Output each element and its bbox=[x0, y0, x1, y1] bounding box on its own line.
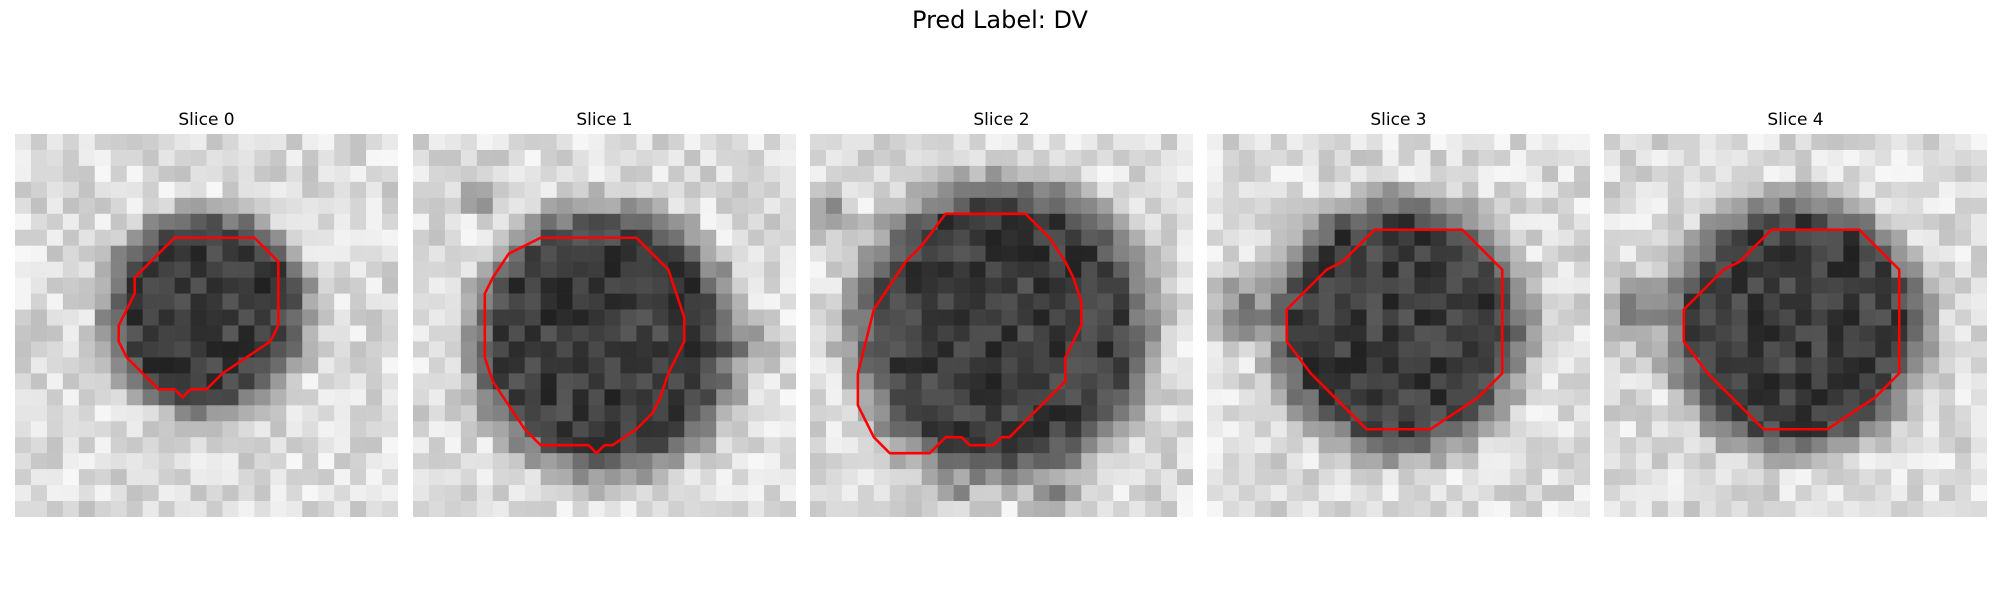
panel-title: Slice 2 bbox=[973, 110, 1030, 130]
segmentation-contour bbox=[117, 236, 280, 399]
pixel-grid bbox=[15, 134, 398, 517]
slice-image bbox=[1207, 134, 1590, 517]
panel-title: Slice 4 bbox=[1767, 110, 1824, 130]
panel-title: Slice 1 bbox=[576, 110, 633, 130]
segmentation-contour bbox=[483, 236, 686, 455]
panel-slice-1: Slice 1 bbox=[413, 108, 796, 517]
pixel-grid bbox=[413, 134, 796, 517]
panel-title: Slice 0 bbox=[178, 110, 235, 130]
slice-image bbox=[413, 134, 796, 517]
pixel-grid bbox=[810, 134, 1193, 517]
pixel-grid bbox=[1207, 134, 1590, 517]
panel-slice-0: Slice 0 bbox=[15, 108, 398, 517]
pixel-grid bbox=[1604, 134, 1987, 517]
segmentation-contour bbox=[1285, 228, 1504, 431]
segmentation-contour bbox=[856, 212, 1083, 455]
slice-image bbox=[810, 134, 1193, 517]
panel-slice-2: Slice 2 bbox=[810, 108, 1193, 517]
figure-title: Pred Label: DV bbox=[912, 6, 1088, 34]
panel-slice-4: Slice 4 bbox=[1604, 108, 1987, 517]
slice-image bbox=[15, 134, 398, 517]
panel-title: Slice 3 bbox=[1370, 110, 1427, 130]
segmentation-contour bbox=[1682, 228, 1901, 431]
slice-image bbox=[1604, 134, 1987, 517]
panel-slice-3: Slice 3 bbox=[1207, 108, 1590, 517]
